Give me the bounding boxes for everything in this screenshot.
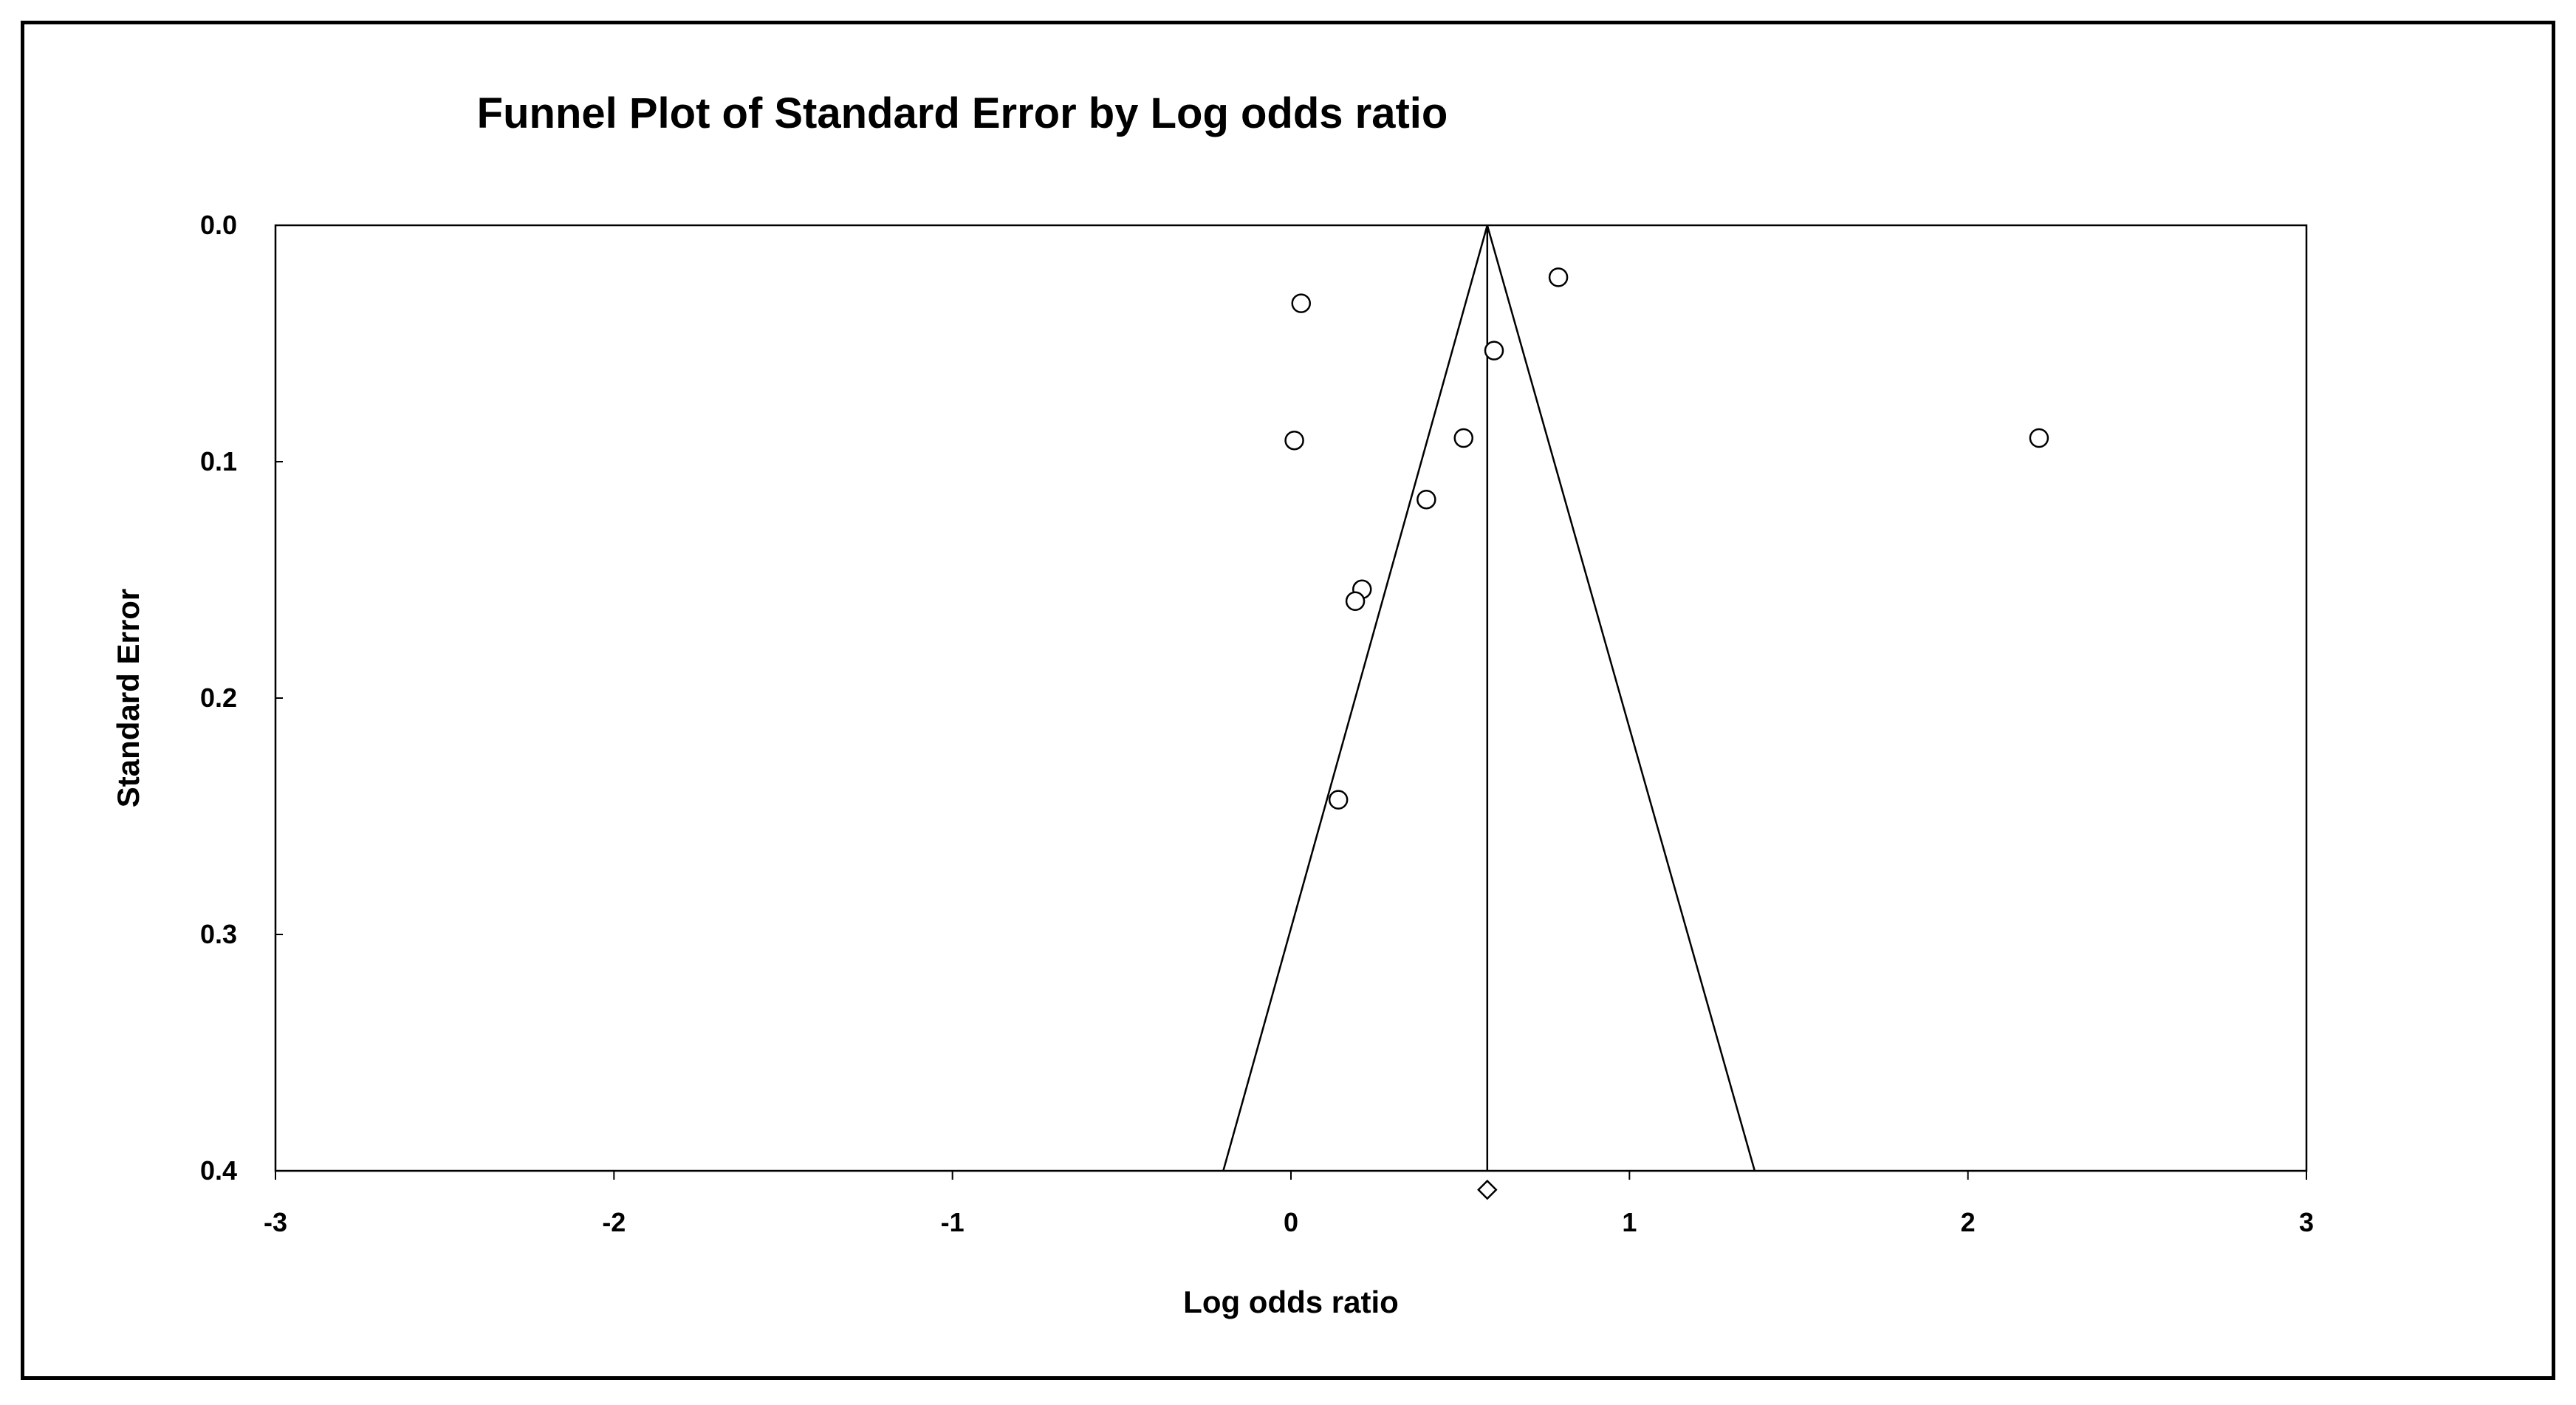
study-point [1548, 267, 1569, 287]
funnel-lines [1222, 225, 1756, 1172]
study-points [1284, 267, 2049, 810]
chart-frame: Funnel Plot of Standard Error by Log odd… [21, 21, 2555, 1380]
study-point [1345, 591, 1366, 612]
x-tick-label: 1 [1622, 1207, 1637, 1237]
y-axis-label: Standard Error [111, 589, 145, 807]
study-point [1284, 430, 1304, 451]
x-tick-label: -3 [264, 1207, 287, 1237]
funnel-plot: Funnel Plot of Standard Error by Log odd… [111, 89, 2314, 1319]
x-tick-label: -2 [602, 1207, 626, 1237]
study-point [2029, 428, 2049, 448]
study-point [1484, 341, 1504, 360]
study-point [1417, 489, 1436, 510]
y-axis-ticks: 0.0 0.1 0.2 0.3 0.4 [200, 210, 283, 1186]
y-tick-label: 0.2 [200, 683, 237, 713]
x-tick-label: -1 [941, 1207, 965, 1237]
y-tick-label: 0.0 [200, 210, 237, 240]
y-tick-label: 0.3 [200, 919, 237, 949]
funnel-left-line [1222, 225, 1489, 1172]
summary-diamond [1477, 1179, 1498, 1200]
x-tick-label: 2 [1961, 1207, 1976, 1237]
chart-title: Funnel Plot of Standard Error by Log odd… [477, 89, 1448, 137]
x-axis-ticks: -3 -2 -1 0 1 2 3 [264, 1171, 2314, 1237]
study-point [1453, 428, 1473, 448]
x-tick-label: 0 [1284, 1207, 1298, 1237]
x-tick-label: 3 [2299, 1207, 2314, 1237]
study-point [1328, 790, 1349, 810]
study-point [1291, 293, 1311, 313]
y-tick-label: 0.1 [200, 446, 237, 476]
funnel-right-line [1486, 225, 1756, 1172]
plot-area [274, 224, 2308, 1172]
summary-estimate [1477, 1179, 1498, 1200]
x-axis-label: Log odds ratio [1183, 1285, 1399, 1319]
y-tick-label: 0.4 [200, 1155, 237, 1186]
